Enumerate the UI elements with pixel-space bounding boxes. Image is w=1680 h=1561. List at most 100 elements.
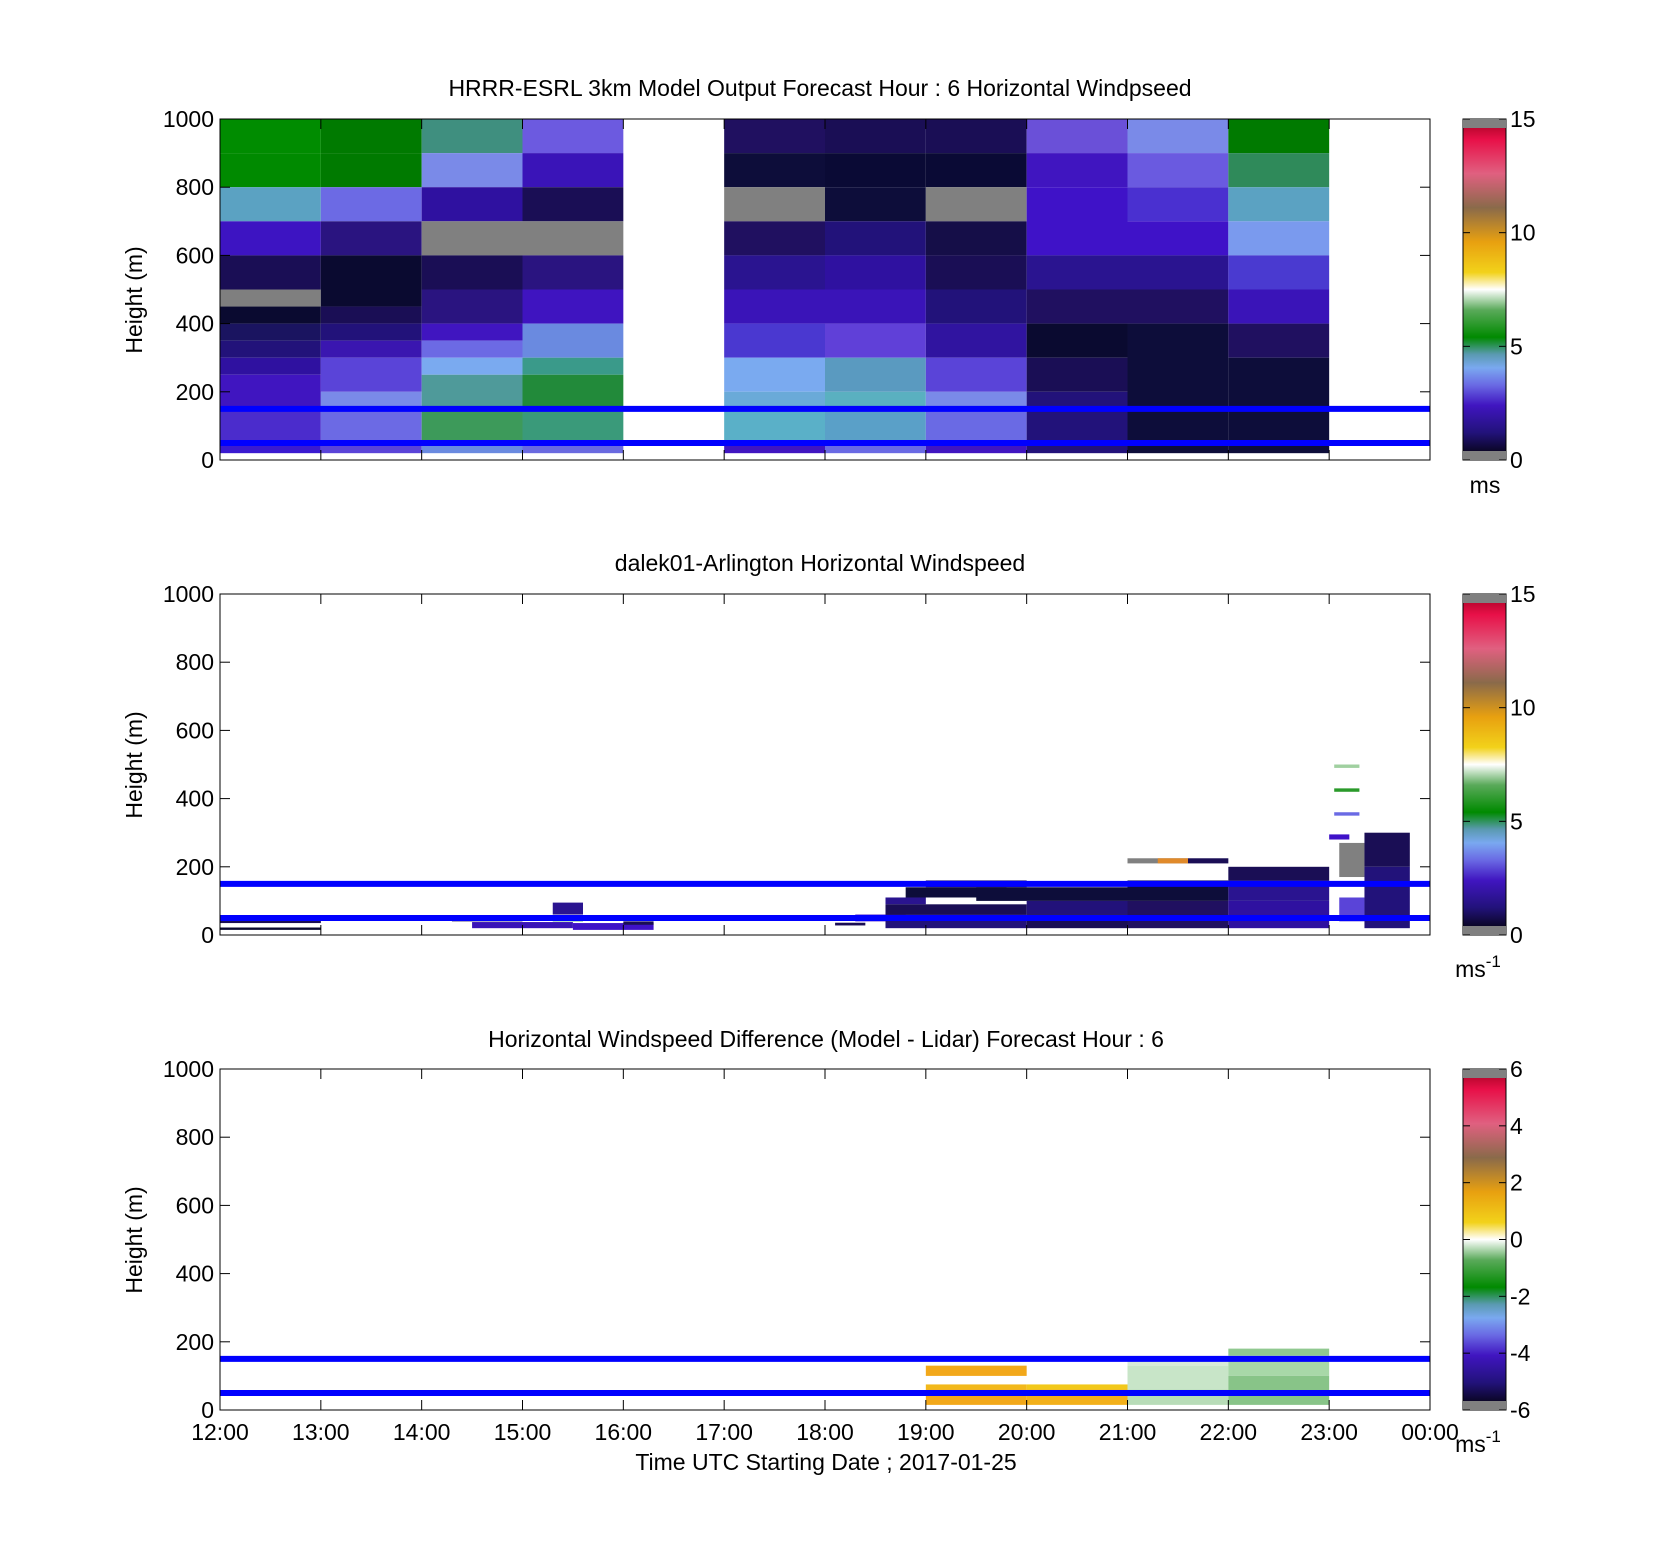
heatmap-cell	[320, 255, 422, 307]
heatmap-cell	[220, 289, 321, 307]
heatmap-cell	[220, 357, 321, 375]
x-ticks	[219, 1069, 1431, 1410]
heatmap-cell	[522, 255, 624, 290]
heatmap-cell	[220, 340, 321, 358]
heatmap-cell	[320, 408, 422, 443]
x-tick-label: 17:00	[695, 1419, 753, 1445]
heatmap-cell	[724, 408, 825, 443]
y-tick-label: 400	[176, 311, 214, 337]
heatmap-cell	[1228, 866, 1330, 881]
colorbar-tick-label: 10	[1510, 220, 1536, 246]
panel-title: Horizontal Windspeed Difference (Model -…	[488, 1026, 1164, 1052]
x-axis-label: Time UTC Starting Date ; 2017-01-25	[635, 1449, 1016, 1475]
x-tick-label: 12:00	[191, 1419, 249, 1445]
heatmap-cell	[925, 442, 1027, 454]
heatmap-cell	[1228, 153, 1330, 188]
colorbar-tick-label: -4	[1510, 1340, 1531, 1366]
panel-title: HRRR-ESRL 3km Model Output Forecast Hour…	[448, 75, 1191, 101]
heatmap-cell	[1228, 255, 1330, 290]
y-tick-label: 0	[201, 447, 214, 473]
colorbar-tick-label: 15	[1510, 581, 1536, 607]
heatmap-cell	[320, 391, 422, 409]
heatmap-cell	[1026, 1384, 1128, 1390]
colorbar-tick-label: 0	[1510, 922, 1523, 948]
heatmap-cell	[885, 897, 926, 905]
y-tick-label: 200	[176, 1329, 214, 1355]
colorbar-unit: ms-1	[1455, 1427, 1501, 1457]
heatmap-cell	[320, 119, 422, 154]
heatmap-cell	[421, 255, 523, 290]
heatmap-cell	[1127, 1365, 1229, 1390]
heatmap-cell	[1026, 323, 1128, 358]
heatmap-cell	[1364, 832, 1410, 867]
heatmap-cell	[421, 153, 523, 188]
heatmap-cell	[885, 904, 1027, 915]
heatmap-cell	[724, 221, 825, 256]
y-ticks: 0 200 400 600 800 1000	[163, 581, 1430, 948]
heatmap-cell	[1127, 119, 1229, 154]
heatmap-cell	[522, 374, 624, 409]
heatmap-cell	[1026, 255, 1128, 290]
reference-lines	[220, 1355, 1430, 1396]
heatmap-cell	[320, 442, 422, 454]
heatmap-cell	[320, 323, 422, 341]
heatmap-cell	[522, 442, 624, 454]
heatmap-cell	[552, 902, 583, 915]
heatmap-cell	[825, 357, 926, 392]
colorbar-tick-label: 0	[1510, 447, 1523, 473]
heatmap-cell	[976, 887, 1128, 901]
colorbar: 0 5 10 15 ms	[1462, 106, 1536, 498]
y-axis-label: Height (m)	[121, 1186, 147, 1293]
heatmap-cell	[220, 323, 321, 341]
heatmap-cell	[724, 391, 825, 409]
heatmap-cell	[1026, 289, 1128, 324]
heatmap-cell	[1026, 187, 1128, 256]
heatmap-cell	[421, 374, 523, 409]
heatmap-cell	[1127, 289, 1229, 324]
y-tick-label: 0	[201, 922, 214, 948]
heatmap-cell	[421, 357, 523, 375]
heatmap-cell	[1127, 255, 1229, 290]
x-tick-label: 19:00	[897, 1419, 955, 1445]
y-tick-label: 1000	[163, 106, 214, 132]
heatmap-cell	[925, 221, 1027, 256]
heatmap-cell	[1339, 842, 1365, 878]
heatmap-cell	[421, 340, 523, 358]
heatmap-cell	[925, 1365, 1027, 1376]
panel-title: dalek01-Arlington Horizontal Windspeed	[615, 550, 1025, 576]
heatmap-cell	[220, 119, 321, 154]
heatmap-cell	[320, 357, 422, 392]
heatmap-cell	[220, 221, 321, 256]
heatmap-cell	[925, 408, 1027, 443]
heatmap-cell	[522, 119, 624, 154]
colorbar-tick-label: 5	[1510, 808, 1523, 834]
heatmap-cell	[1127, 900, 1229, 929]
heatmap-cell	[1228, 323, 1330, 358]
colorbar: -6 -4 -2 0 2 4 6 ms-1	[1455, 1056, 1531, 1457]
heatmap-cell	[1026, 900, 1128, 915]
heatmap-cell	[421, 119, 523, 154]
heatmap-cell	[1026, 357, 1128, 392]
y-tick-label: 600	[176, 1192, 214, 1218]
lidar-windspeed-panel: dalek01-Arlington Horizontal Windspeed H…	[121, 550, 1536, 982]
heatmap-cell	[1157, 858, 1188, 864]
x-tick-label: 23:00	[1300, 1419, 1358, 1445]
heatmap-cell	[825, 323, 926, 358]
heatmap-cell	[421, 323, 523, 341]
heatmap-cell	[925, 289, 1027, 324]
heatmap-cell	[825, 391, 926, 409]
difference-panel: Horizontal Windspeed Difference (Model -…	[121, 1026, 1531, 1475]
heatmap-cell	[220, 187, 321, 222]
colorbar-tick-label: 0	[1510, 1227, 1523, 1253]
heatmap-cell	[320, 187, 422, 222]
colorbar-unit: ms-1	[1455, 952, 1501, 982]
colorbar-tick-label: 2	[1510, 1170, 1523, 1196]
y-tick-label: 800	[176, 174, 214, 200]
heatmap-cell	[522, 153, 624, 188]
y-axis-label: Height (m)	[121, 711, 147, 818]
heatmap-cell	[1329, 834, 1350, 840]
x-tick-label: 14:00	[393, 1419, 451, 1445]
heatmap-cell	[1026, 119, 1128, 154]
x-ticks	[219, 594, 1431, 935]
reference-lines	[220, 880, 1430, 921]
